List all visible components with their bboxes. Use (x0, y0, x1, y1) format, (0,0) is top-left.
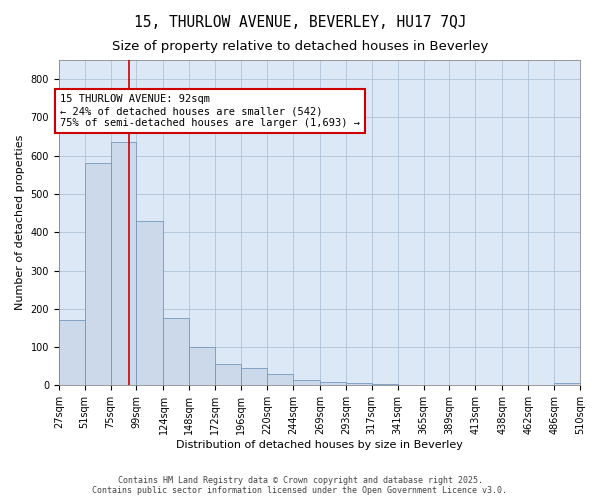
Bar (398, 384, 424, 386)
Bar (320, 382, 346, 386)
Bar (59, 320, 85, 386)
Bar (554, 384, 580, 386)
Bar (241, 368, 267, 386)
Bar (346, 384, 372, 386)
Text: Contains HM Land Registry data © Crown copyright and database right 2025.
Contai: Contains HM Land Registry data © Crown c… (92, 476, 508, 495)
Bar (85, 164, 110, 386)
Bar (267, 374, 293, 386)
Bar (372, 384, 398, 386)
Text: 15 THURLOW AVENUE: 92sqm
← 24% of detached houses are smaller (542)
75% of semi-: 15 THURLOW AVENUE: 92sqm ← 24% of detach… (60, 94, 360, 128)
X-axis label: Distribution of detached houses by size in Beverley: Distribution of detached houses by size … (176, 440, 463, 450)
Text: 15, THURLOW AVENUE, BEVERLEY, HU17 7QJ: 15, THURLOW AVENUE, BEVERLEY, HU17 7QJ (134, 15, 466, 30)
Bar (136, 221, 163, 386)
Bar (110, 142, 136, 386)
Y-axis label: Number of detached properties: Number of detached properties (15, 135, 25, 310)
Bar (215, 364, 241, 386)
Bar (190, 347, 215, 386)
Bar (163, 318, 190, 386)
Text: Size of property relative to detached houses in Beverley: Size of property relative to detached ho… (112, 40, 488, 53)
Bar (293, 380, 320, 386)
